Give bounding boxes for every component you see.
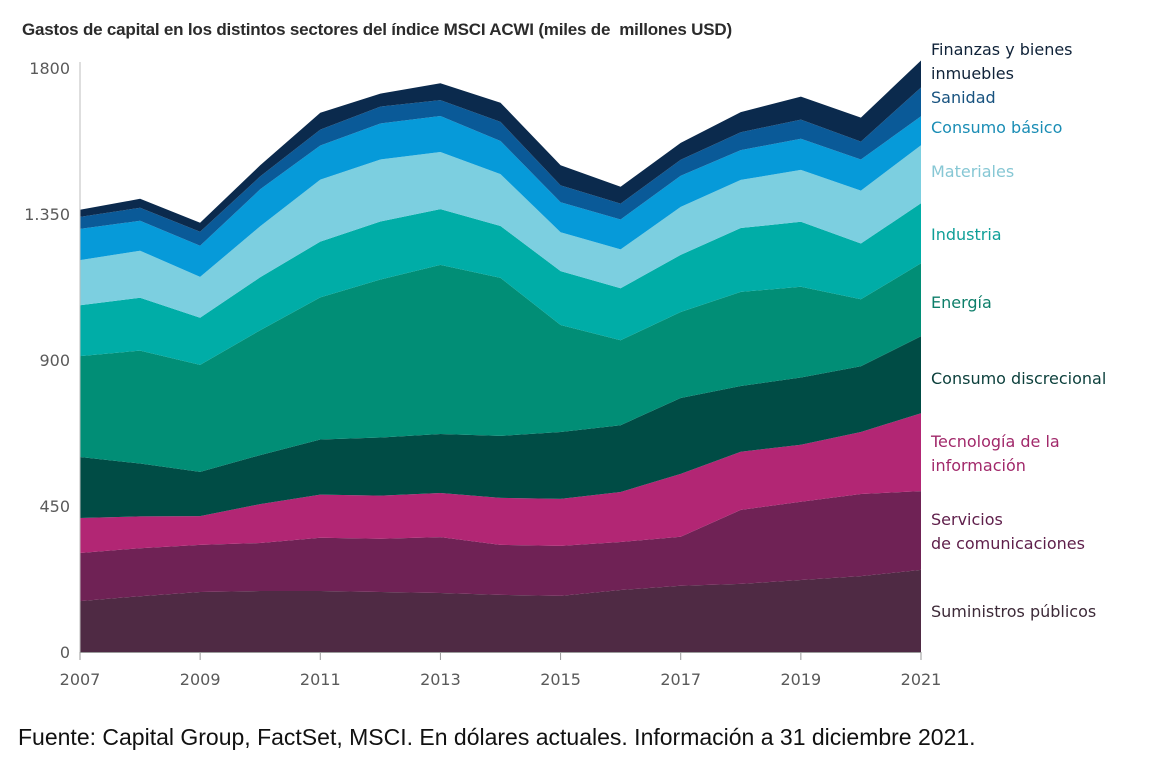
source-note: Fuente: Capital Group, FactSet, MSCI. En…	[18, 724, 976, 750]
x-tick-label: 2021	[901, 670, 942, 689]
chart-title: Gastos de capital en los distintos secto…	[22, 20, 732, 39]
y-tick-label: 450	[39, 497, 70, 516]
area-finanzas-y-bienes-inmuebles	[80, 60, 921, 232]
legend-label: Sanidad	[931, 88, 996, 107]
x-tick-label: 2019	[780, 670, 821, 689]
x-tick-label: 2013	[420, 670, 461, 689]
area-servicios-de-comunicaciones	[80, 491, 921, 602]
area-materiales	[80, 145, 921, 318]
legend-label: Consumo discrecional	[931, 369, 1107, 388]
area-tecnologia-de-la-informacion	[80, 413, 921, 553]
legend-label: Finanzas y bienes inmuebles	[931, 40, 1073, 83]
area-consumo-basico	[80, 116, 921, 277]
x-tick-label: 2007	[60, 670, 101, 689]
y-tick-label: 1800	[29, 59, 70, 78]
area-suministros-publicos	[80, 569, 921, 652]
legend-label: Tecnología de la información	[931, 432, 1060, 475]
x-tick-label: 2017	[660, 670, 701, 689]
x-tick-label: 2009	[180, 670, 221, 689]
x-tick-label: 2011	[300, 670, 341, 689]
area-industria	[80, 203, 921, 365]
y-tick-label: 1.350	[24, 205, 70, 224]
area-energia	[80, 263, 921, 472]
area-layers	[80, 60, 921, 652]
legend-label: Consumo básico	[931, 118, 1063, 137]
y-tick-label: 900	[39, 351, 70, 370]
legend-label: Materiales	[931, 162, 1015, 181]
axes: 0 450 900 1.350 1800 2007 2009 2011 2013 2015 2017…	[24, 59, 941, 689]
area-consumo-discrecional	[80, 336, 921, 518]
legend-label: Suministros públicos	[931, 602, 1097, 621]
legend-label: Servicios de comunicaciones	[931, 510, 1085, 553]
area-sanidad	[80, 87, 921, 246]
legend-label: Industria	[931, 225, 1002, 244]
y-tick-label: 0	[60, 643, 70, 662]
legend-label: Energía	[931, 293, 992, 312]
x-tick-label: 2015	[540, 670, 581, 689]
